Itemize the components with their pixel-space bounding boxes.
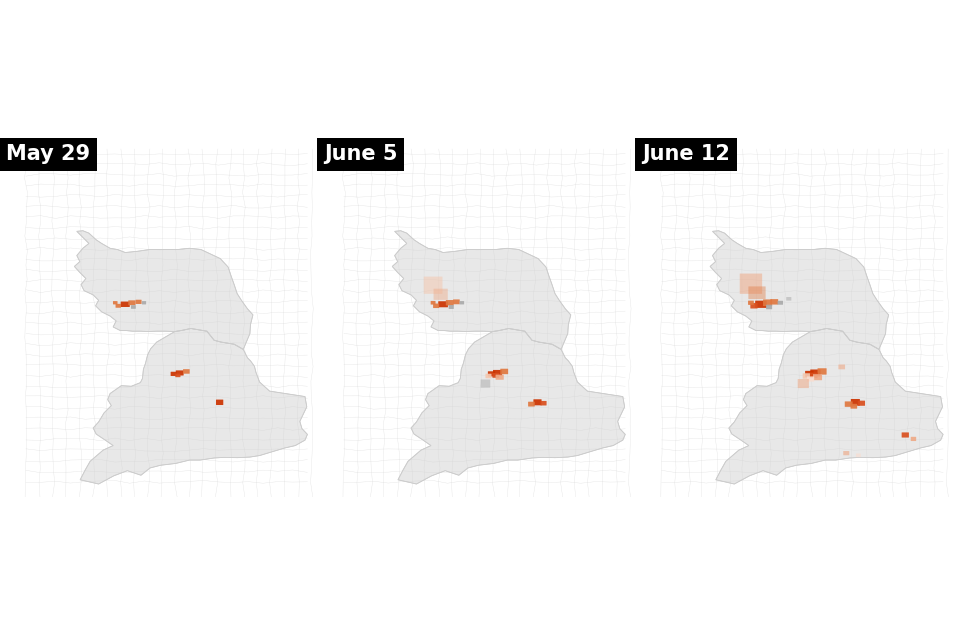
FancyBboxPatch shape [843, 451, 850, 455]
FancyBboxPatch shape [818, 368, 827, 374]
FancyBboxPatch shape [453, 300, 460, 304]
FancyBboxPatch shape [770, 299, 779, 305]
FancyBboxPatch shape [748, 301, 754, 305]
FancyBboxPatch shape [751, 303, 757, 308]
FancyBboxPatch shape [176, 374, 180, 377]
FancyBboxPatch shape [495, 374, 504, 380]
FancyBboxPatch shape [481, 380, 491, 388]
FancyBboxPatch shape [911, 437, 916, 441]
FancyBboxPatch shape [845, 401, 852, 407]
Polygon shape [398, 328, 625, 484]
FancyBboxPatch shape [448, 305, 454, 309]
FancyBboxPatch shape [749, 287, 766, 299]
FancyBboxPatch shape [856, 454, 861, 457]
Text: June 12: June 12 [642, 145, 730, 164]
FancyBboxPatch shape [807, 376, 814, 381]
FancyBboxPatch shape [433, 303, 439, 308]
FancyBboxPatch shape [488, 371, 495, 376]
FancyBboxPatch shape [176, 371, 183, 376]
FancyBboxPatch shape [445, 300, 454, 305]
FancyBboxPatch shape [786, 297, 791, 301]
Polygon shape [393, 231, 571, 349]
FancyBboxPatch shape [131, 305, 135, 309]
Polygon shape [80, 328, 307, 484]
FancyBboxPatch shape [838, 365, 845, 369]
Polygon shape [716, 328, 943, 484]
FancyBboxPatch shape [813, 374, 822, 380]
FancyBboxPatch shape [121, 301, 130, 307]
FancyBboxPatch shape [766, 305, 772, 309]
FancyBboxPatch shape [798, 379, 809, 388]
FancyBboxPatch shape [810, 369, 821, 376]
FancyBboxPatch shape [216, 399, 224, 405]
FancyBboxPatch shape [492, 373, 499, 378]
FancyBboxPatch shape [183, 369, 190, 374]
FancyBboxPatch shape [135, 300, 141, 304]
Polygon shape [74, 231, 252, 349]
FancyBboxPatch shape [460, 301, 464, 305]
FancyBboxPatch shape [763, 300, 772, 306]
FancyBboxPatch shape [142, 301, 146, 305]
FancyBboxPatch shape [740, 273, 762, 294]
FancyBboxPatch shape [439, 301, 448, 307]
FancyBboxPatch shape [431, 301, 436, 305]
FancyBboxPatch shape [809, 372, 818, 378]
FancyBboxPatch shape [901, 433, 909, 438]
FancyBboxPatch shape [434, 289, 447, 300]
FancyBboxPatch shape [805, 371, 813, 377]
FancyBboxPatch shape [528, 402, 535, 406]
FancyBboxPatch shape [534, 399, 541, 405]
FancyBboxPatch shape [113, 301, 117, 305]
FancyBboxPatch shape [486, 374, 492, 378]
FancyBboxPatch shape [500, 369, 508, 374]
FancyBboxPatch shape [858, 401, 865, 406]
Polygon shape [710, 231, 889, 349]
FancyBboxPatch shape [540, 401, 546, 406]
FancyBboxPatch shape [851, 404, 857, 409]
FancyBboxPatch shape [851, 399, 860, 406]
Text: June 5: June 5 [324, 145, 397, 164]
FancyBboxPatch shape [803, 373, 810, 379]
FancyBboxPatch shape [129, 300, 135, 305]
FancyBboxPatch shape [778, 301, 783, 305]
FancyBboxPatch shape [115, 304, 121, 308]
FancyBboxPatch shape [493, 370, 502, 376]
FancyBboxPatch shape [423, 276, 443, 294]
Text: May 29: May 29 [7, 145, 90, 164]
FancyBboxPatch shape [756, 301, 767, 308]
FancyBboxPatch shape [171, 372, 177, 376]
